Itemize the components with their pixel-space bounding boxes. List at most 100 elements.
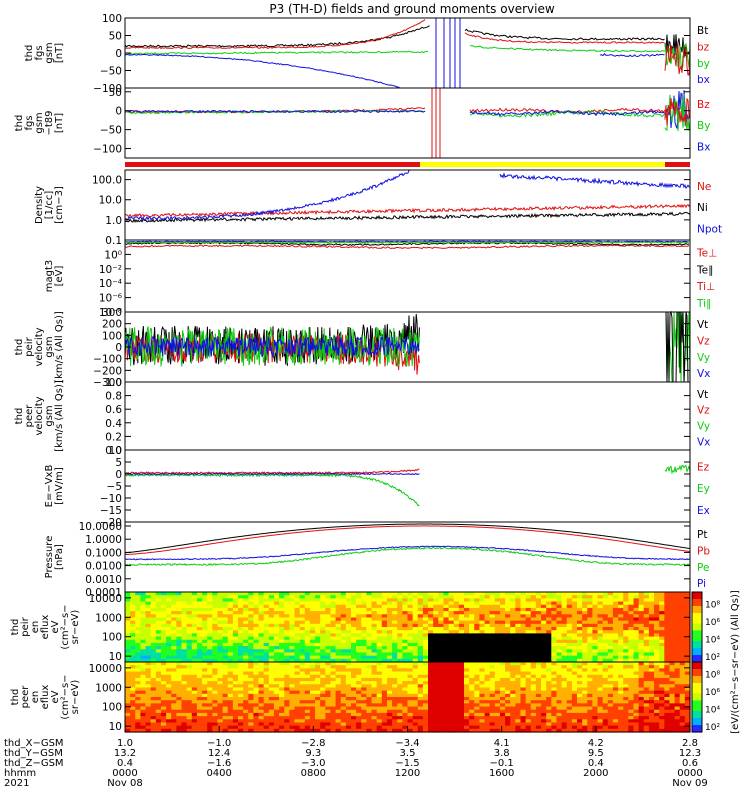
heatmap-cell — [361, 703, 368, 708]
heatmap-cell — [397, 674, 403, 679]
heatmap-cell — [546, 633, 552, 638]
heatmap-cell — [541, 712, 547, 717]
heatmap-cell — [181, 706, 188, 711]
heatmap-cell — [330, 617, 337, 622]
heatmap-cell — [643, 595, 650, 599]
heatmap-cell — [474, 700, 481, 704]
heatmap-cell — [654, 617, 660, 622]
heatmap-cell — [633, 627, 640, 631]
heatmap-cell — [166, 725, 172, 730]
heatmap-cell — [505, 684, 511, 689]
heatmap-cell — [315, 697, 321, 701]
heatmap-cell — [556, 623, 563, 628]
y-tick-label: 10 — [109, 651, 122, 663]
heatmap-cell — [227, 722, 234, 727]
heatmap-cell — [356, 630, 362, 634]
heatmap-cell — [381, 658, 388, 663]
heatmap-cell — [135, 674, 142, 679]
heatmap-cell — [335, 636, 342, 641]
heatmap-cell — [227, 681, 234, 685]
heatmap-cell — [541, 677, 547, 682]
heatmap-cell — [577, 706, 583, 711]
heatmap-cell — [294, 617, 301, 622]
heatmap-cell — [263, 716, 270, 720]
heatmap-cell — [505, 709, 511, 714]
heatmap-cell — [674, 620, 681, 625]
heatmap-cell — [556, 690, 563, 695]
heatmap-cell — [248, 703, 255, 708]
heatmap-cell — [325, 620, 332, 625]
heatmap-cell — [479, 655, 486, 660]
heatmap-cell — [556, 649, 563, 654]
heatmap-cell — [160, 604, 167, 609]
heatmap-cell — [160, 614, 167, 619]
heatmap-cell — [273, 668, 280, 673]
heatmap-cell — [628, 668, 635, 673]
heatmap-cell — [607, 655, 614, 660]
heatmap-cell — [227, 646, 234, 650]
heatmap-cell — [299, 607, 306, 612]
heatmap-cell — [412, 592, 419, 596]
heatmap-cell — [222, 620, 229, 625]
heatmap-cell — [160, 598, 167, 603]
heatmap-cell — [546, 646, 552, 650]
heatmap-cell — [556, 617, 563, 622]
heatmap-cell — [469, 642, 475, 647]
heatmap-cell — [577, 607, 583, 612]
heatmap-cell — [566, 607, 573, 612]
heatmap-cell — [505, 693, 511, 698]
heatmap-cell — [633, 642, 640, 647]
heatmap-cell — [340, 716, 347, 720]
heatmap-cell — [510, 611, 516, 615]
heatmap-cell — [407, 655, 414, 660]
heatmap-cell — [474, 725, 481, 730]
heatmap-cell — [422, 649, 429, 654]
heatmap-cell — [474, 598, 481, 603]
heatmap-cell — [145, 649, 152, 654]
heatmap-cell — [659, 595, 665, 599]
heatmap-cell — [273, 687, 280, 692]
heatmap-cell — [592, 677, 599, 682]
heatmap-cell — [623, 716, 629, 720]
heatmap-cell — [684, 652, 691, 657]
heatmap-cell — [320, 684, 326, 689]
heatmap-cell — [618, 633, 624, 638]
heatmap-cell — [181, 646, 188, 650]
heatmap-cell — [258, 716, 265, 720]
heatmap-cell — [248, 677, 255, 682]
heatmap-cell — [607, 601, 614, 606]
heatmap-cell — [684, 607, 691, 612]
heatmap-cell — [176, 665, 183, 669]
heatmap-cell — [304, 598, 311, 603]
heatmap-cell — [345, 712, 352, 717]
heatmap-cell — [166, 630, 172, 634]
heatmap-cell — [438, 658, 445, 663]
heatmap-cell — [499, 681, 506, 685]
heatmap-cell — [587, 693, 594, 698]
heatmap-cell — [582, 607, 588, 612]
heatmap-cell — [299, 725, 306, 730]
heatmap-cell — [582, 668, 588, 673]
heatmap-cell — [515, 652, 522, 657]
heatmap-cell — [135, 642, 142, 647]
heatmap-cell — [130, 668, 136, 673]
heatmap-cell — [428, 614, 434, 619]
heatmap-cell — [464, 627, 470, 631]
heatmap-cell — [474, 633, 481, 638]
y-axis-label: peir — [24, 336, 35, 356]
heatmap-cell — [515, 681, 522, 685]
series-bt — [464, 28, 665, 41]
colorbar-tick-label: 10⁴ — [705, 635, 720, 645]
heatmap-cell — [238, 636, 244, 641]
heatmap-cell — [669, 607, 676, 612]
series-ni — [124, 211, 691, 224]
heatmap-cell — [561, 716, 568, 720]
heatmap-cell — [551, 719, 558, 724]
heatmap-cell — [402, 627, 409, 631]
heatmap-cell — [484, 725, 491, 730]
heatmap-cell — [258, 598, 265, 603]
heatmap-cell — [145, 601, 152, 606]
heatmap-cell — [464, 728, 470, 733]
heatmap-cell — [612, 706, 619, 711]
heatmap-cell — [356, 690, 362, 695]
